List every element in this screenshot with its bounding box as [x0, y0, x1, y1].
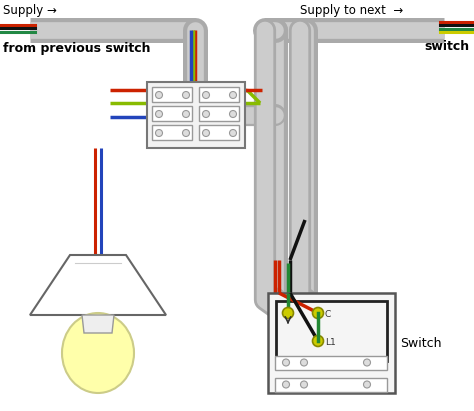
Circle shape — [155, 111, 163, 118]
Text: L1: L1 — [325, 337, 336, 346]
FancyBboxPatch shape — [200, 125, 239, 141]
Polygon shape — [82, 315, 114, 333]
Circle shape — [202, 111, 210, 118]
Circle shape — [283, 307, 293, 319]
Circle shape — [312, 307, 323, 319]
Circle shape — [155, 129, 163, 136]
FancyBboxPatch shape — [275, 377, 388, 392]
FancyBboxPatch shape — [153, 88, 192, 102]
FancyBboxPatch shape — [153, 106, 192, 122]
Text: switch: switch — [424, 40, 469, 53]
FancyBboxPatch shape — [275, 356, 388, 369]
Circle shape — [229, 129, 237, 136]
Text: Switch: Switch — [400, 337, 441, 349]
Circle shape — [182, 129, 190, 136]
Text: Supply to next  →: Supply to next → — [300, 4, 403, 17]
FancyBboxPatch shape — [200, 106, 239, 122]
Text: C: C — [325, 309, 331, 319]
Text: from previous switch: from previous switch — [3, 42, 151, 55]
Circle shape — [229, 111, 237, 118]
Bar — [147, 82, 245, 148]
Circle shape — [301, 359, 308, 366]
Circle shape — [283, 381, 290, 388]
Text: Supply →: Supply → — [3, 4, 57, 17]
Circle shape — [155, 92, 163, 99]
Circle shape — [229, 92, 237, 99]
Bar — [276, 301, 387, 361]
Circle shape — [202, 129, 210, 136]
Circle shape — [301, 381, 308, 388]
Circle shape — [182, 92, 190, 99]
Circle shape — [283, 359, 290, 366]
Circle shape — [364, 381, 371, 388]
Circle shape — [202, 92, 210, 99]
FancyBboxPatch shape — [200, 88, 239, 102]
Circle shape — [182, 111, 190, 118]
Polygon shape — [30, 255, 166, 315]
Circle shape — [312, 335, 323, 346]
Ellipse shape — [62, 313, 134, 393]
Bar — [268, 293, 395, 393]
Circle shape — [364, 359, 371, 366]
FancyBboxPatch shape — [153, 125, 192, 141]
